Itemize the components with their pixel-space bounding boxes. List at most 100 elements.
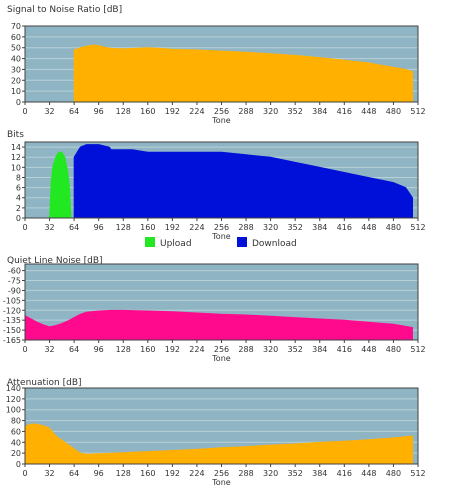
x-tick-label: 160 (140, 345, 155, 354)
x-tick-label: 64 (69, 469, 79, 478)
y-tick-label: -105 (3, 296, 21, 305)
x-tick-label: 256 (214, 345, 229, 354)
y-tick-label: 0 (16, 214, 21, 223)
x-tick-label: 480 (386, 469, 401, 478)
x-tick-label: 128 (116, 107, 131, 116)
x-tick-label: 320 (263, 345, 278, 354)
x-tick-label: 384 (312, 469, 327, 478)
y-tick-label: 20 (11, 449, 21, 458)
x-tick-label: 96 (94, 469, 104, 478)
x-tick-label: 96 (94, 345, 104, 354)
x-tick-label: 32 (44, 107, 54, 116)
y-tick-label: 2 (16, 204, 21, 213)
x-tick-label: 64 (69, 223, 79, 232)
y-tick-label: 50 (11, 44, 21, 53)
x-tick-label: 320 (263, 223, 278, 232)
x-tick-label: 512 (410, 107, 425, 116)
x-tick-label: 384 (312, 223, 327, 232)
x-tick-label: 256 (214, 107, 229, 116)
x-tick-label: 0 (22, 107, 27, 116)
y-tick-label: 0 (16, 98, 21, 107)
y-tick-label: 70 (11, 22, 21, 31)
y-tick-label: 0 (16, 460, 21, 469)
series-area-download (73, 144, 413, 219)
series-area-snr (73, 44, 413, 103)
x-axis-label: Tone (211, 354, 230, 363)
x-tick-label: 224 (189, 469, 204, 478)
x-tick-label: 512 (410, 223, 425, 232)
x-tick-label: 0 (22, 223, 27, 232)
x-tick-label: 96 (94, 107, 104, 116)
y-tick-label: -75 (8, 277, 21, 286)
y-tick-label: 12 (11, 153, 21, 162)
legend-swatch-upload (145, 237, 155, 247)
x-tick-label: 512 (410, 345, 425, 354)
x-tick-label: 352 (288, 345, 303, 354)
x-tick-label: 320 (263, 107, 278, 116)
x-tick-label: 480 (386, 107, 401, 116)
chart-title: Quiet Line Noise [dB] (7, 256, 103, 266)
x-tick-label: 448 (361, 223, 376, 232)
legend-label-download: Download (252, 239, 297, 249)
x-tick-label: 32 (44, 223, 54, 232)
y-tick-label: 60 (11, 427, 21, 436)
x-axis-label: Tone (211, 232, 230, 241)
x-tick-label: 448 (361, 345, 376, 354)
chart-title: Bits (7, 130, 24, 140)
x-axis-label: Tone (211, 116, 230, 125)
x-tick-label: 64 (69, 107, 79, 116)
x-tick-label: 384 (312, 107, 327, 116)
y-tick-label: -120 (3, 306, 21, 315)
y-tick-label: -60 (8, 267, 21, 276)
x-tick-label: 448 (361, 469, 376, 478)
x-tick-label: 352 (288, 469, 303, 478)
y-tick-label: -150 (3, 326, 21, 335)
x-tick-label: 352 (288, 223, 303, 232)
x-tick-label: 448 (361, 107, 376, 116)
series-area-attenuation (24, 423, 413, 465)
x-tick-label: 160 (140, 223, 155, 232)
x-tick-label: 480 (386, 223, 401, 232)
x-tick-label: 288 (238, 469, 253, 478)
y-tick-label: 140 (6, 384, 21, 393)
y-tick-label: 10 (11, 87, 21, 96)
x-tick-label: 192 (165, 107, 180, 116)
x-tick-label: 192 (165, 345, 180, 354)
x-tick-label: 288 (238, 223, 253, 232)
x-tick-label: 96 (94, 223, 104, 232)
x-tick-label: 160 (140, 107, 155, 116)
y-tick-label: 60 (11, 33, 21, 42)
legend: Upload Download (145, 237, 297, 249)
x-tick-label: 416 (337, 107, 352, 116)
legend-label-upload: Upload (160, 239, 192, 249)
y-tick-label: 6 (16, 184, 21, 193)
x-tick-label: 512 (410, 469, 425, 478)
x-tick-label: 32 (44, 469, 54, 478)
x-tick-label: 192 (165, 223, 180, 232)
x-tick-label: 384 (312, 345, 327, 354)
x-tick-label: 128 (116, 469, 131, 478)
y-tick-label: 10 (11, 163, 21, 172)
x-tick-label: 416 (337, 223, 352, 232)
x-tick-label: 224 (189, 345, 204, 354)
y-tick-label: 80 (11, 417, 21, 426)
x-tick-label: 256 (214, 469, 229, 478)
x-tick-label: 416 (337, 345, 352, 354)
x-tick-label: 352 (288, 107, 303, 116)
x-tick-label: 0 (22, 345, 27, 354)
y-tick-label: 30 (11, 65, 21, 74)
x-tick-label: 288 (238, 345, 253, 354)
y-tick-label: -135 (3, 316, 21, 325)
x-tick-label: 160 (140, 469, 155, 478)
y-tick-label: 120 (6, 395, 21, 404)
x-tick-label: 0 (22, 469, 27, 478)
y-tick-label: -90 (8, 286, 21, 295)
series-area-upload (49, 151, 72, 219)
x-tick-label: 224 (189, 223, 204, 232)
x-tick-label: 32 (44, 345, 54, 354)
y-tick-label: 4 (16, 194, 21, 203)
